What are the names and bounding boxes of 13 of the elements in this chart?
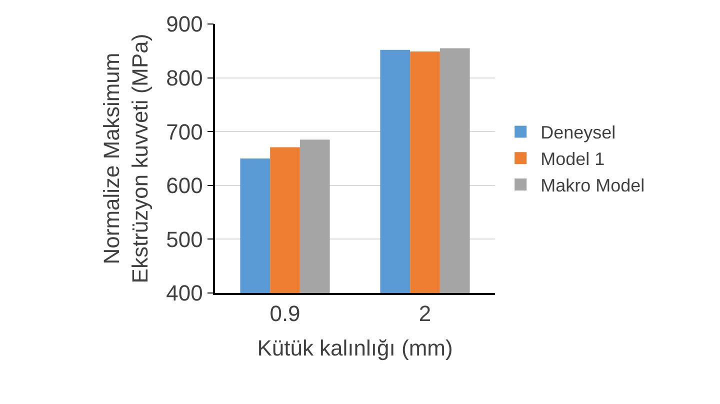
y-tick-label: 800	[166, 66, 203, 90]
legend-label: Model 1	[540, 149, 605, 170]
x-tick-label: 2	[418, 301, 432, 326]
y-tick-label: 700	[166, 119, 203, 144]
y-tick-label: 400	[166, 280, 203, 306]
y-axis-title: Normalize Maksimum Ekstrüzyon kuvveti (MPa)	[98, 34, 152, 284]
y-tick-label: 600	[166, 173, 203, 198]
x-axis-title: Kütük kalınlığı (mm)	[257, 336, 453, 361]
x-tick-label: 0.9	[270, 301, 300, 326]
legend-label: Makro Model	[540, 176, 645, 196]
legend-label: Deneysel	[540, 122, 616, 143]
y-tick-label: 500	[166, 226, 203, 252]
y-tick-label: 900	[166, 12, 203, 37]
